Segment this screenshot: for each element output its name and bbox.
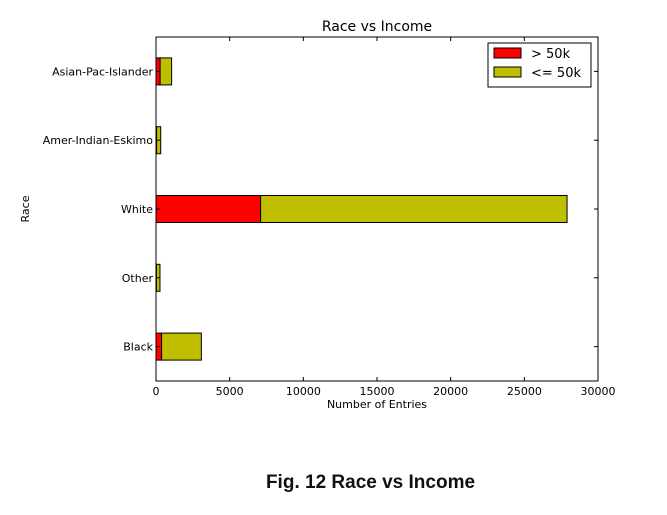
legend-swatch-le50k: [493, 66, 522, 78]
bar-le50k-white: [260, 195, 568, 223]
x-tick-label: 5000: [216, 385, 244, 398]
legend-swatch-gt50k: [493, 47, 522, 59]
figure-caption: Fig. 12 Race vs Income: [265, 472, 476, 493]
x-tick-label: 30000: [581, 385, 616, 398]
y-category-label: Amer-Indian-Eskimo: [43, 134, 154, 147]
x-tick-label: 10000: [286, 385, 321, 398]
bar-gt50k-white: [155, 195, 262, 223]
bar-le50k-black: [161, 332, 202, 361]
x-axis-label: Number of Entries: [327, 398, 427, 411]
chart-title: Race vs Income: [322, 19, 432, 35]
y-category-label: Black: [123, 341, 153, 354]
x-tick-label: 20000: [433, 385, 468, 398]
y-category-label: White: [121, 203, 153, 216]
y-category-label: Other: [122, 272, 154, 285]
x-tick-label: 0: [153, 385, 160, 398]
x-tick-label: 25000: [507, 385, 542, 398]
legend-label-le50k: <= 50k: [531, 66, 581, 81]
legend-label-gt50k: > 50k: [531, 47, 571, 62]
x-axis-ticks: 0 5000 10000 15000 20000 25000 30000: [153, 37, 616, 398]
bar-le50k-asian-pac-islander: [159, 57, 173, 86]
x-tick-label: 15000: [360, 385, 395, 398]
legend: > 50k <= 50k: [487, 42, 592, 88]
bars-group: [155, 57, 568, 361]
y-category-label: Asian-Pac-Islander: [52, 65, 153, 78]
y-axis-label: Race: [19, 195, 32, 222]
race-income-chart: Race vs Income 0 5000 10000 15000 20000 25000…: [19, 19, 616, 411]
y-axis-categories: Asian-Pac-Islander Amer-Indian-Eskimo Whit…: [43, 65, 598, 354]
